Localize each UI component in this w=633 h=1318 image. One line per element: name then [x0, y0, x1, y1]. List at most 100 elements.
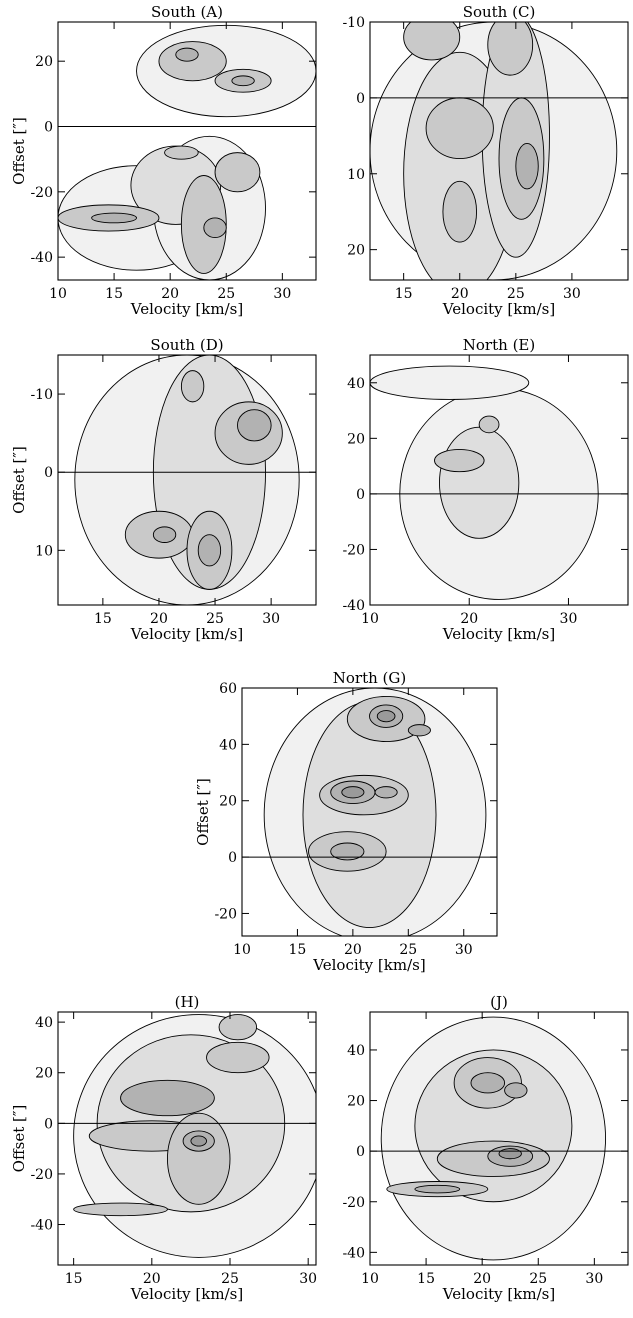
- y-tick-label: 60: [219, 681, 237, 697]
- y-axis-label: Offset [″]: [10, 1105, 28, 1173]
- x-tick-label: 15: [289, 942, 307, 958]
- y-tick-label: 20: [347, 1094, 365, 1110]
- panel-A: 10 15 20 25 30 -40 -20 0 20 South (A) Velocity [km…: [10, 3, 316, 318]
- x-axis-label: Velocity [km/s]: [130, 1285, 243, 1303]
- x-axis-label: Velocity [km/s]: [312, 956, 425, 974]
- y-tick-label: -40: [30, 1218, 53, 1234]
- contour-level: [404, 14, 460, 60]
- y-tick-label: 20: [347, 243, 365, 259]
- contour-level: [232, 76, 254, 86]
- contour-level: [181, 371, 203, 402]
- contour-level: [207, 1042, 270, 1072]
- contour-level: [435, 449, 485, 471]
- x-axis-label: Velocity [km/s]: [442, 625, 555, 643]
- contour-level: [176, 48, 198, 61]
- contour-level: [375, 787, 397, 798]
- y-tick-label: 40: [219, 737, 237, 753]
- panel-title: (J): [490, 993, 508, 1011]
- contour-area: [74, 1015, 324, 1258]
- x-tick-label: 15: [65, 1271, 83, 1287]
- y-tick-label: 40: [35, 1015, 53, 1031]
- contour-level: [159, 42, 226, 81]
- contour-level: [165, 146, 199, 159]
- x-tick-label: 30: [560, 611, 578, 627]
- contour-level: [237, 410, 271, 441]
- contour-level: [471, 1073, 505, 1093]
- x-tick-label: 10: [49, 286, 67, 302]
- contour-level: [74, 1203, 168, 1216]
- y-tick-label: 20: [35, 1066, 53, 1082]
- y-tick-label: -40: [342, 1245, 365, 1261]
- x-tick-label: 30: [262, 611, 280, 627]
- x-tick-label: 30: [273, 286, 291, 302]
- y-tick-label: 20: [35, 54, 53, 70]
- x-tick-label: 15: [105, 286, 123, 302]
- contour-envelope: [370, 366, 529, 399]
- y-tick-label: 0: [356, 1144, 365, 1160]
- contour-level: [215, 153, 260, 192]
- x-tick-label: 10: [361, 1271, 379, 1287]
- y-tick-label: -10: [30, 387, 53, 403]
- contour-level: [488, 14, 533, 75]
- panel-D: 15 20 25 30 10 0 -10 South (D) Velocity [km/s] Of…: [10, 336, 316, 643]
- x-tick-label: 10: [233, 942, 251, 958]
- panel-title: South (D): [150, 336, 223, 354]
- contour-area: [75, 355, 299, 605]
- panel-title: South (A): [151, 3, 223, 21]
- y-tick-label: 10: [35, 543, 53, 559]
- y-tick-label: -20: [342, 1195, 365, 1211]
- x-axis-label: Velocity [km/s]: [442, 300, 555, 318]
- y-tick-label: 20: [347, 431, 365, 447]
- x-tick-label: 30: [585, 1271, 603, 1287]
- x-tick-label: 30: [455, 942, 473, 958]
- y-tick-label: 10: [347, 167, 365, 183]
- x-axis-label: Velocity [km/s]: [442, 1285, 555, 1303]
- y-tick-label: 0: [228, 850, 237, 866]
- panel-title: North (G): [333, 669, 406, 687]
- y-tick-label: 40: [347, 376, 365, 392]
- y-tick-label: -10: [342, 15, 365, 31]
- panel-title: (H): [175, 993, 200, 1011]
- contour-level: [415, 1185, 460, 1193]
- contour-level: [198, 535, 220, 566]
- y-tick-label: -20: [30, 1167, 53, 1183]
- contour-level: [439, 427, 518, 538]
- x-tick-label: 30: [563, 286, 581, 302]
- y-tick-label: 0: [44, 465, 53, 481]
- contour-area: [264, 688, 486, 942]
- contour-level: [499, 1149, 521, 1159]
- contour-level: [153, 527, 175, 543]
- contour-level: [505, 1083, 527, 1098]
- contour-level: [204, 218, 226, 238]
- y-tick-label: 40: [347, 1043, 365, 1059]
- y-axis-label: Offset [″]: [194, 778, 212, 846]
- contour-level: [408, 725, 430, 736]
- contour-level: [426, 98, 493, 159]
- x-axis-label: Velocity [km/s]: [130, 625, 243, 643]
- y-tick-label: 0: [44, 120, 53, 136]
- contour-level: [479, 416, 499, 433]
- contour-level: [92, 213, 137, 223]
- y-tick-label: -20: [342, 542, 365, 558]
- contour-level: [219, 1015, 257, 1040]
- panel-title: South (C): [463, 3, 536, 21]
- y-axis-label: Offset [″]: [10, 117, 28, 185]
- panel-E: 10 20 30 -40 -20 0 20 40 North (E) Velocity [km/s…: [342, 336, 628, 643]
- panel-J: 10 15 20 25 30 -40 -20 0 20 40 (J) Velocity [km/s]: [342, 993, 628, 1303]
- panel-G: 10 15 20 25 30 -20 0 20 40 60 North (G) Velocity [k…: [194, 669, 497, 974]
- x-axis-label: Velocity [km/s]: [130, 300, 243, 318]
- y-tick-label: -20: [30, 185, 53, 201]
- contour-level: [167, 1113, 230, 1204]
- panel-title: North (E): [463, 336, 535, 354]
- y-tick-label: 0: [44, 1116, 53, 1132]
- contour-level: [121, 1080, 215, 1115]
- panel-C: 15 20 25 30 20 10 0 -10 South (C) Velocity [km/s]: [342, 3, 628, 318]
- y-tick-label: 20: [219, 794, 237, 810]
- y-tick-label: 0: [356, 487, 365, 503]
- contour-level: [191, 1136, 207, 1146]
- y-axis-label: Offset [″]: [10, 446, 28, 514]
- contour-area: [370, 366, 598, 599]
- contour-area: [370, 14, 617, 295]
- y-tick-label: 0: [356, 91, 365, 107]
